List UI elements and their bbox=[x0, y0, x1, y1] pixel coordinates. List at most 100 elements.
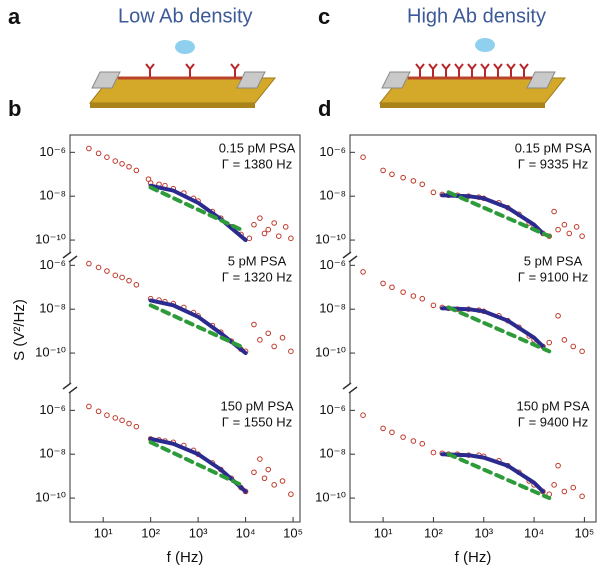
data-point bbox=[282, 224, 289, 230]
y-tick-label: 10⁻¹⁰ bbox=[315, 490, 346, 505]
data-point bbox=[561, 488, 568, 495]
annotation: Γ = 9400 Hz bbox=[518, 414, 588, 429]
x-tick-label: 10⁴ bbox=[236, 525, 256, 540]
x-tick-label: 10¹ bbox=[94, 525, 113, 540]
fit-line bbox=[440, 306, 545, 349]
data-point bbox=[126, 420, 132, 427]
data-point bbox=[579, 233, 585, 240]
annotation: Γ = 1380 Hz bbox=[222, 156, 292, 171]
data-point bbox=[261, 475, 268, 482]
data-point bbox=[279, 478, 286, 484]
data-point bbox=[570, 484, 577, 491]
data-point bbox=[265, 466, 272, 473]
device-low bbox=[88, 40, 277, 108]
data-point bbox=[271, 482, 277, 488]
power-law-line bbox=[148, 185, 243, 232]
y-tick-label: 10⁻⁸ bbox=[39, 301, 66, 316]
data-point bbox=[546, 339, 553, 346]
panel-title: High Ab density bbox=[407, 5, 546, 27]
data-point bbox=[561, 221, 568, 228]
data-point bbox=[119, 274, 125, 281]
data-point bbox=[419, 181, 426, 188]
data-point bbox=[126, 163, 132, 170]
fit-line bbox=[148, 436, 248, 494]
data-point bbox=[419, 295, 426, 302]
axis-break bbox=[62, 251, 78, 263]
annotation: 150 pM PSA bbox=[517, 398, 590, 413]
data-point bbox=[112, 272, 119, 279]
data-point bbox=[257, 215, 263, 221]
data-point bbox=[133, 423, 140, 430]
data-point bbox=[419, 440, 426, 447]
data-point bbox=[112, 158, 119, 164]
y-tick-label: 10⁻¹⁰ bbox=[315, 232, 346, 247]
annotation: Γ = 9335 Hz bbox=[518, 156, 588, 171]
panel-label: b bbox=[8, 96, 21, 121]
panel-label: a bbox=[8, 4, 21, 29]
y-tick-label: 10⁻⁸ bbox=[319, 301, 346, 316]
data-point bbox=[261, 230, 268, 237]
y-tick-label: 10⁻¹⁰ bbox=[35, 232, 66, 247]
data-point bbox=[410, 293, 417, 299]
data-point bbox=[275, 233, 282, 240]
data-point bbox=[104, 154, 110, 160]
x-tick-label: 10⁵ bbox=[283, 525, 303, 540]
y-tick-label: 10⁻¹⁰ bbox=[315, 345, 346, 360]
panel-title: Low Ab density bbox=[118, 5, 253, 27]
fit-line bbox=[440, 452, 545, 494]
data-point bbox=[279, 334, 286, 341]
axis-break bbox=[64, 384, 76, 392]
data-point bbox=[271, 343, 277, 350]
data-point bbox=[360, 154, 366, 160]
data-point bbox=[430, 189, 437, 196]
data-point bbox=[119, 417, 125, 424]
data-point bbox=[573, 224, 580, 230]
fit-line bbox=[440, 193, 545, 236]
data-point bbox=[400, 174, 406, 181]
y-tick-label: 10⁻⁶ bbox=[39, 257, 66, 272]
annotation: 0.15 pM PSA bbox=[515, 140, 592, 155]
y-tick-label: 10⁻⁶ bbox=[319, 402, 346, 417]
data-point bbox=[257, 337, 263, 343]
plot-frame bbox=[349, 134, 597, 523]
power-law-line bbox=[446, 305, 552, 354]
x-tick-label: 10⁴ bbox=[524, 525, 544, 540]
device-high bbox=[378, 38, 567, 108]
data-point bbox=[95, 150, 102, 157]
power-law-line bbox=[446, 190, 552, 239]
data-point bbox=[133, 281, 140, 288]
annotation: Γ = 1320 Hz bbox=[222, 269, 292, 284]
plot-frame bbox=[69, 134, 301, 523]
axis-break bbox=[344, 384, 356, 392]
data-point bbox=[288, 348, 294, 355]
data-point bbox=[119, 160, 125, 167]
data-point bbox=[265, 226, 272, 233]
data-point bbox=[579, 348, 585, 355]
power-law-line bbox=[446, 452, 552, 501]
data-point bbox=[380, 167, 386, 174]
annotation: 150 pM PSA bbox=[221, 398, 294, 413]
data-point bbox=[430, 449, 437, 456]
data-point bbox=[86, 145, 92, 152]
data-point bbox=[246, 235, 253, 242]
annotation: Γ = 9100 Hz bbox=[518, 269, 588, 284]
data-point bbox=[257, 456, 263, 462]
power-law-line bbox=[148, 440, 243, 487]
data-point bbox=[551, 208, 557, 215]
y-tick-label: 10⁻⁶ bbox=[319, 144, 346, 159]
axis-break bbox=[344, 253, 356, 261]
x-tick-label: 10² bbox=[141, 525, 160, 540]
data-point bbox=[561, 337, 568, 343]
annotation: Γ = 1550 Hz bbox=[222, 414, 292, 429]
y-tick-label: 10⁻⁸ bbox=[319, 446, 346, 461]
data-point bbox=[410, 438, 417, 444]
data-point bbox=[579, 493, 585, 500]
data-point bbox=[251, 221, 257, 228]
data-point bbox=[551, 482, 557, 488]
data-point bbox=[400, 434, 406, 440]
axis-break bbox=[342, 382, 358, 394]
y-tick-label: 10⁻⁸ bbox=[319, 188, 346, 203]
annotation: 0.15 pM PSA bbox=[219, 140, 296, 155]
data-point bbox=[389, 429, 395, 436]
